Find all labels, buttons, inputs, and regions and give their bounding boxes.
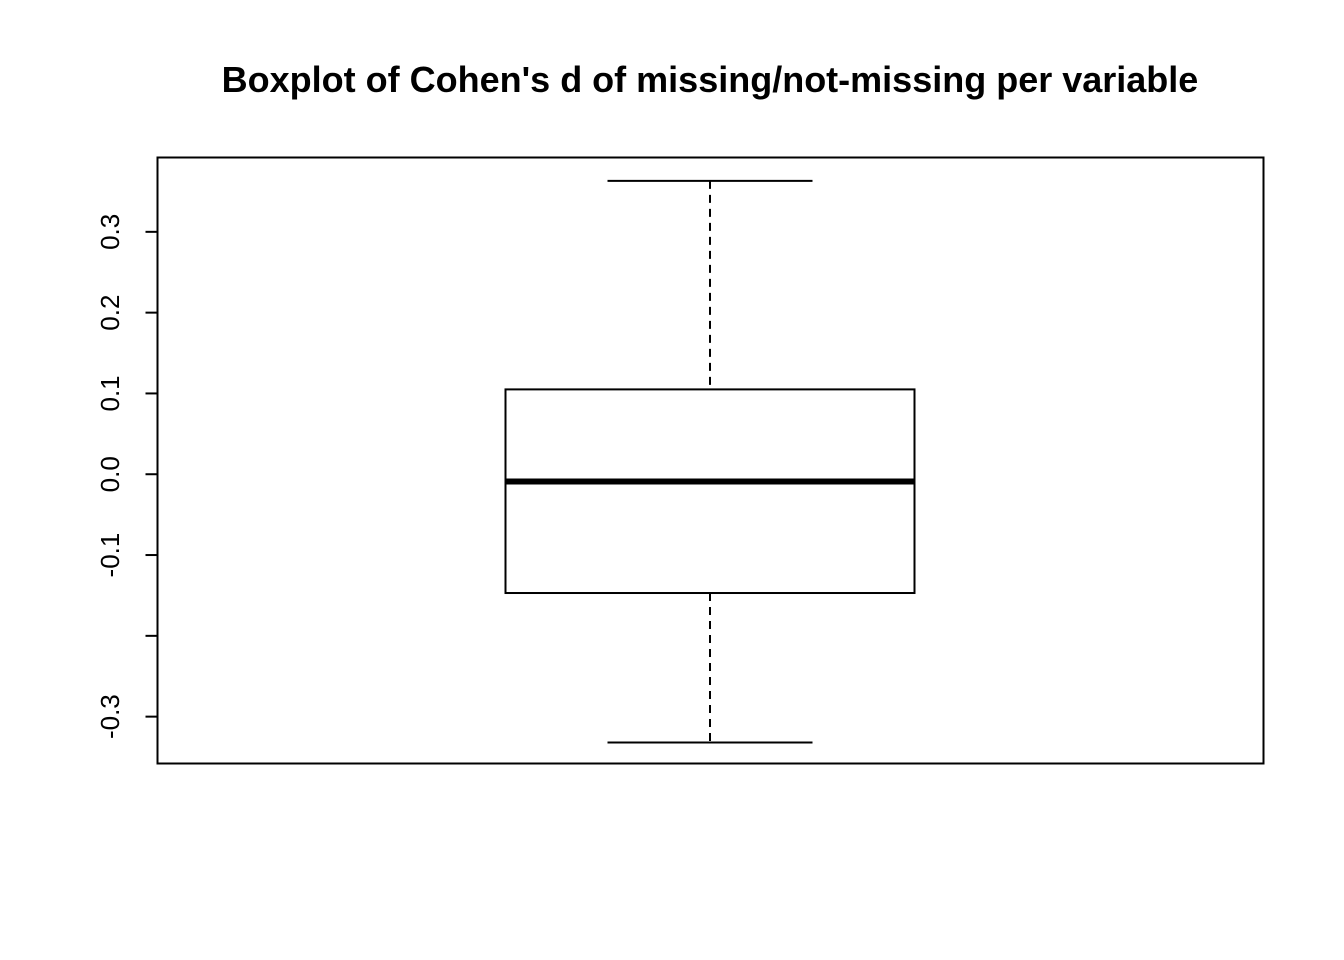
y-tick-label: 0.3 [95, 214, 125, 250]
y-tick-label: 0.0 [95, 456, 125, 492]
y-axis: 0.3 0.2 0.1 0.0 -0.1 -0.3 [95, 214, 159, 739]
chart-title: Boxplot of Cohen's d of missing/not-miss… [221, 59, 1199, 100]
box-group [504, 179, 916, 744]
y-tick-label: -0.1 [95, 533, 125, 578]
y-tick-label: -0.3 [95, 694, 125, 739]
y-tick-label: 0.1 [95, 375, 125, 411]
y-tick-label: 0.2 [95, 295, 125, 331]
iqr-box [504, 388, 916, 595]
